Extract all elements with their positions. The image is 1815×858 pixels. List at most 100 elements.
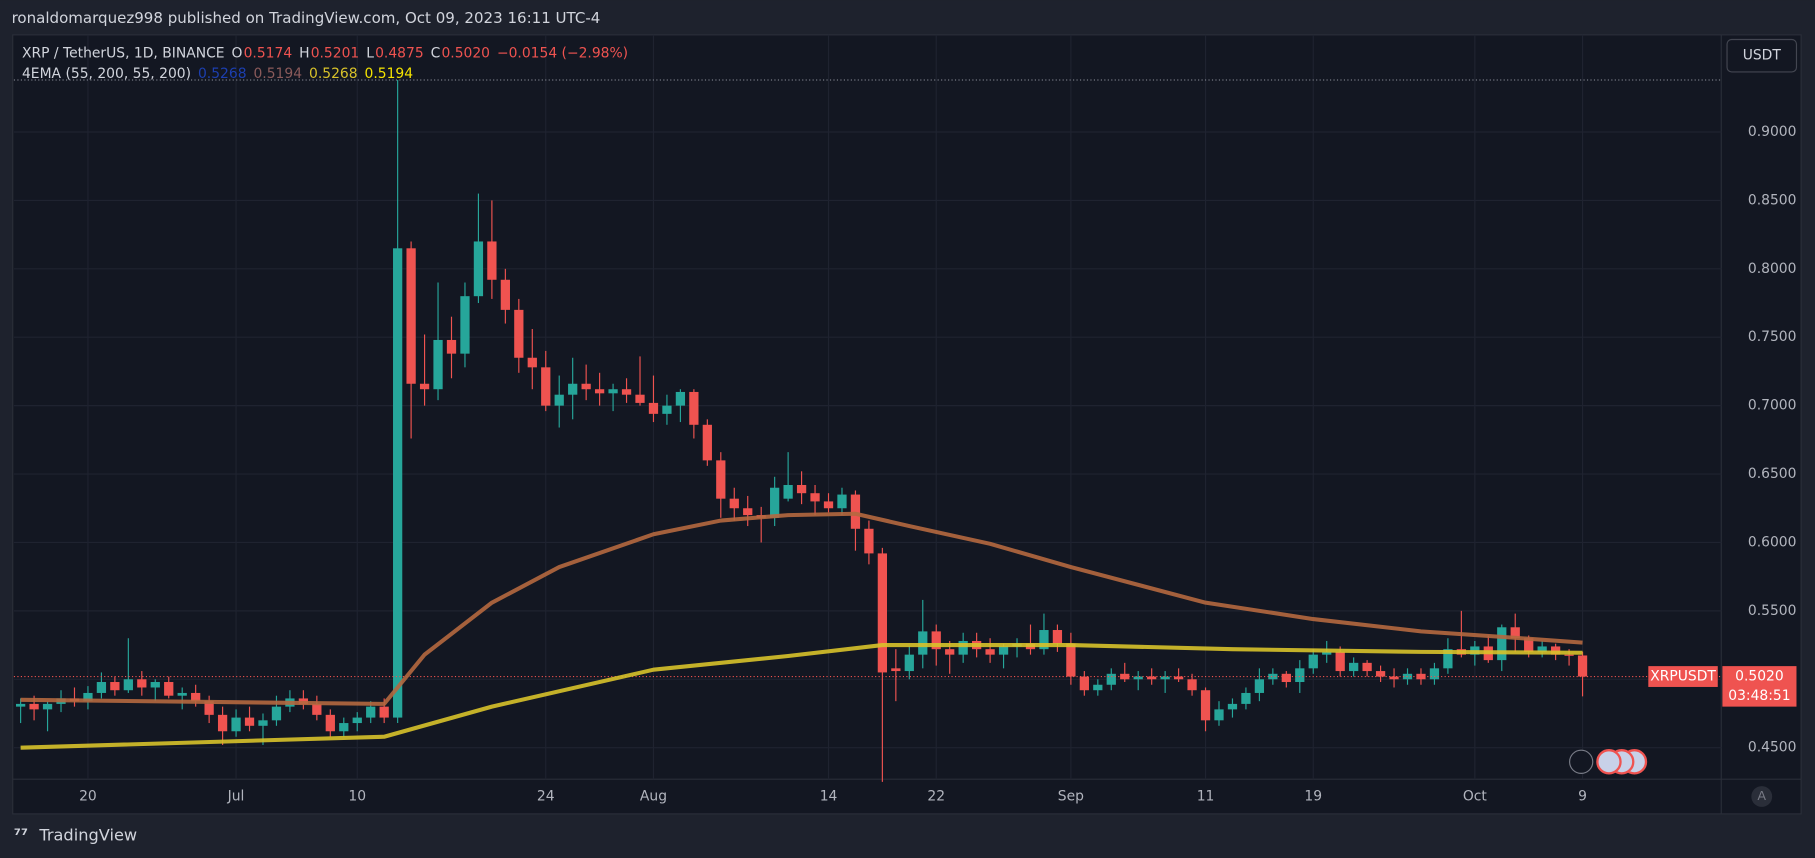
candle-body: [1524, 638, 1534, 652]
candle-body: [137, 679, 147, 688]
candle-body: [1537, 646, 1547, 652]
candle-body: [675, 391, 686, 406]
candle-body: [258, 720, 268, 726]
indicator: 4EMA (55, 200, 55, 200): [22, 66, 191, 82]
currency: USDT: [1743, 48, 1782, 64]
candle-body: [1160, 676, 1170, 680]
candle-body: [1577, 655, 1588, 677]
candle-body: [702, 424, 712, 461]
x-tick-label: 14: [820, 789, 838, 805]
symbol: XRP / TetherUS, 1D, BINANCE: [22, 45, 225, 61]
candle-body: [1443, 649, 1453, 669]
candle-body: [783, 484, 793, 499]
x-tick-label: Oct: [1463, 789, 1488, 805]
candle-body: [1200, 690, 1211, 721]
candle-body: [985, 649, 995, 655]
candle-body: [217, 714, 228, 732]
candle-body: [1133, 676, 1143, 680]
plot: 0.45000.50000.55000.60000.65000.70000.75…: [13, 34, 1797, 805]
y-tick-label: 0.7500: [1748, 329, 1797, 345]
candle-body: [850, 494, 861, 529]
candle-body: [15, 703, 26, 707]
price-tag-box: [1722, 666, 1797, 707]
candle-body: [1039, 630, 1049, 650]
candle-body: [1147, 676, 1157, 680]
x-tick-label: Jul: [227, 789, 245, 805]
candle-body: [729, 498, 739, 509]
candle-body: [1550, 646, 1561, 655]
price-tag-symbol: XRPUSDT: [1650, 669, 1716, 685]
candle-body: [1187, 679, 1197, 691]
candle-body: [662, 405, 672, 414]
candle-body: [931, 631, 941, 650]
candle-body: [352, 717, 362, 724]
icon: [1596, 749, 1622, 775]
candle-body: [891, 668, 901, 672]
x-tick-label: 19: [1304, 789, 1322, 805]
candle-body: [837, 494, 847, 509]
candle-body: [1079, 676, 1089, 691]
value: 0.5201: [311, 45, 360, 61]
auto-button[interactable]: [1751, 786, 1773, 807]
indicator-value: 0.5268: [309, 66, 358, 82]
indicator-value: 0.5194: [365, 66, 414, 82]
candle-body: [312, 703, 322, 715]
candle-body: [150, 682, 160, 688]
icon: [1569, 749, 1594, 774]
label: C: [431, 45, 441, 61]
candle-body: [29, 703, 39, 710]
label: L: [366, 45, 374, 61]
candle-body: [177, 692, 187, 696]
candle-body: [796, 484, 807, 494]
x-tick-label: 22: [927, 789, 945, 805]
candle-body: [864, 528, 874, 554]
candle-body: [877, 553, 888, 673]
candle-body: [1093, 684, 1103, 691]
brand[interactable]: TradingView: [38, 825, 137, 844]
candle-body: [1295, 668, 1305, 683]
candle-body: [1497, 627, 1507, 661]
candle-body: [1308, 654, 1318, 669]
candle-body: [1429, 668, 1440, 680]
candle-body: [1241, 692, 1251, 704]
candle-body: [433, 339, 443, 390]
candle-body: [1349, 662, 1359, 672]
candle-body: [581, 383, 591, 390]
candle-body: [1268, 673, 1278, 680]
candle-body: [1120, 673, 1130, 680]
candle-body: [339, 723, 349, 732]
candle-body: [541, 367, 551, 406]
candle-body: [1389, 676, 1399, 680]
label: O: [232, 45, 243, 61]
price-tag-price: 0.5020: [1735, 669, 1784, 685]
chart-panel: [12, 34, 1802, 815]
candle-body: [500, 279, 510, 310]
candle-body: [1335, 651, 1345, 672]
candle-body: [325, 714, 335, 732]
candle-body: [958, 640, 968, 655]
candle-body: [1254, 679, 1265, 693]
candle-body: [379, 706, 389, 718]
candle-body: [1173, 676, 1184, 680]
indicator-value: 0.5268: [198, 66, 247, 82]
y-tick-label: 0.6000: [1748, 534, 1797, 550]
candle-body: [514, 309, 524, 358]
candle-body: [244, 717, 255, 726]
value: 0.5174: [244, 45, 293, 61]
x-tick-label: Sep: [1058, 789, 1084, 805]
candle-body: [1322, 651, 1332, 655]
currency-button[interactable]: [1726, 38, 1798, 73]
candle-body: [635, 394, 645, 403]
candle-body: [823, 501, 834, 509]
candle-body: [1052, 630, 1063, 644]
publisher: ronaldomarquez998 published on TradingVi…: [12, 9, 601, 27]
price-tag-countdown: 03:48:51: [1728, 688, 1790, 704]
indicator-value: 0.5194: [253, 66, 302, 82]
candle-body: [231, 717, 241, 732]
candle-body: [1214, 709, 1224, 721]
y-tick-label: 0.9000: [1748, 124, 1797, 140]
y-tick-label: 0.8000: [1748, 261, 1797, 277]
candle-body: [918, 631, 928, 655]
x-tick-label: Aug: [640, 789, 667, 805]
